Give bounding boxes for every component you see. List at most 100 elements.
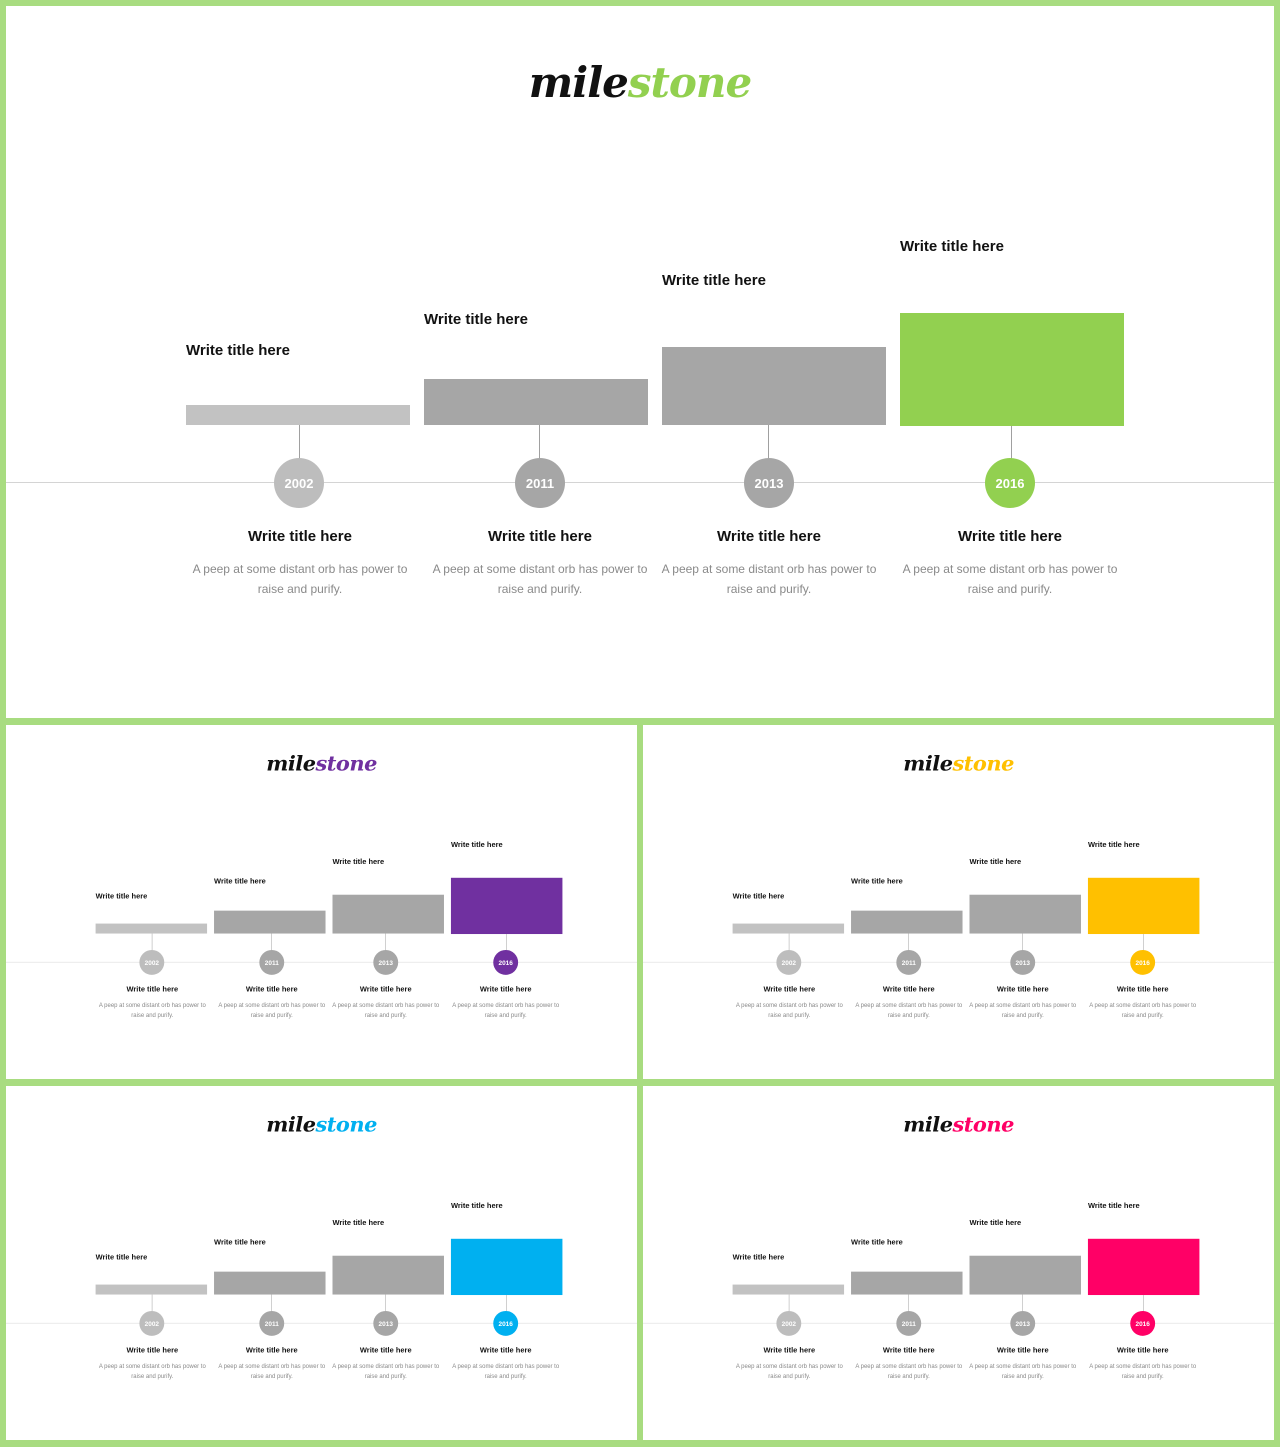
milestone-desc-2013: A peep at some distant orb has power to … — [332, 1001, 440, 1019]
bar-title-2002: Write title here — [186, 342, 290, 359]
year-circle-2011: 2011 — [515, 458, 565, 508]
milestone-desc-2016: A peep at some distant orb has power to … — [452, 1001, 560, 1019]
bar-title-2013: Write title here — [969, 1218, 1022, 1227]
milestone-desc-2013: A peep at some distant orb has power to … — [969, 1362, 1077, 1380]
milestone-title-2002: Write title here — [248, 528, 352, 545]
milestone-title-2002: Write title here — [763, 1345, 816, 1355]
year-circle-2002: 2002 — [776, 949, 802, 975]
bar-2011 — [424, 379, 648, 425]
milestone-desc-2011: A peep at some distant orb has power to … — [218, 1001, 326, 1019]
bar-2011 — [214, 910, 326, 934]
bar-title-2011: Write title here — [214, 1237, 266, 1247]
bar-title-2002: Write title here — [95, 1253, 148, 1262]
stem-2002 — [299, 425, 300, 459]
bar-2013 — [332, 1255, 444, 1295]
bar-title-2016: Write title here — [450, 840, 503, 849]
year-circle-2013: 2013 — [1010, 949, 1036, 975]
bar-title-2016: Write title here — [1087, 1201, 1140, 1210]
bar-title-2016: Write title here — [900, 238, 1004, 255]
milestone-title-2011: Write title here — [882, 1345, 935, 1355]
bar-title-2013: Write title here — [332, 1218, 385, 1227]
bar-title-2002: Write title here — [732, 1253, 785, 1262]
bar-2011 — [214, 1271, 326, 1295]
year-circle-2013: 2013 — [373, 949, 399, 975]
milestone-title-2016: Write title here — [1116, 984, 1169, 994]
year-circle-2016: 2016 — [493, 1310, 519, 1336]
milestone-title-2016: Write title here — [958, 528, 1062, 545]
bar-2002 — [732, 1284, 845, 1295]
milestone-desc-2011: A peep at some distant orb has power to … — [855, 1362, 963, 1380]
year-circle-2011: 2011 — [259, 1310, 285, 1336]
bar-title-2002: Write title here — [732, 892, 785, 901]
slide-thumbnail-yellow[interactable]: milestone Write title here 2002 Write ti… — [643, 725, 1274, 1079]
year-circle-2013: 2013 — [1010, 1310, 1036, 1336]
stem-2016 — [1011, 426, 1012, 459]
bar-2016 — [450, 877, 563, 935]
year-circle-2002: 2002 — [139, 1310, 165, 1336]
milestone-title-2016: Write title here — [1116, 1345, 1169, 1355]
milestone-title-2013: Write title here — [359, 984, 412, 994]
year-circle-2016: 2016 — [985, 458, 1035, 508]
milestone-desc-2002: A peep at some distant orb has power to … — [735, 1362, 843, 1380]
milestone-desc-2013: A peep at some distant orb has power to … — [969, 1001, 1077, 1019]
slide-main: milestone Write title here 2002 Write ti… — [6, 6, 1274, 718]
milestone-title-2013: Write title here — [359, 1345, 412, 1355]
milestone-logo: milestone — [903, 750, 1014, 776]
milestone-title-2011: Write title here — [882, 984, 935, 994]
slide-thumbnail-purple[interactable]: milestone Write title here 2002 Write ti… — [6, 725, 637, 1079]
bar-2016 — [900, 313, 1124, 426]
milestone-title-2016: Write title here — [479, 984, 532, 994]
bar-title-2013: Write title here — [332, 857, 385, 866]
milestone-desc-2011: A peep at some distant orb has power to … — [432, 562, 648, 596]
bar-title-2016: Write title here — [450, 1201, 503, 1210]
bar-2013 — [662, 347, 886, 425]
bar-2013 — [969, 894, 1081, 934]
milestone-desc-2002: A peep at some distant orb has power to … — [735, 1001, 843, 1019]
milestone-logo: milestone — [903, 1111, 1014, 1137]
year-circle-2002: 2002 — [776, 1310, 802, 1336]
slide-thumbnail-pink[interactable]: milestone Write title here 2002 Write ti… — [643, 1086, 1274, 1440]
year-circle-2002: 2002 — [274, 458, 324, 508]
bar-2016 — [450, 1238, 563, 1296]
milestone-desc-2016: A peep at some distant orb has power to … — [452, 1362, 560, 1380]
bar-title-2002: Write title here — [95, 892, 148, 901]
bar-title-2013: Write title here — [662, 272, 766, 289]
milestone-title-2002: Write title here — [126, 1345, 179, 1355]
milestone-desc-2016: A peep at some distant orb has power to … — [902, 562, 1118, 596]
bar-title-2011: Write title here — [214, 876, 266, 886]
bar-title-2016: Write title here — [1087, 840, 1140, 849]
bar-2002 — [95, 923, 208, 934]
milestone-desc-2013: A peep at some distant orb has power to … — [332, 1362, 440, 1380]
bar-title-2011: Write title here — [851, 876, 903, 886]
bar-title-2013: Write title here — [969, 857, 1022, 866]
slide-thumbnail-blue[interactable]: milestone Write title here 2002 Write ti… — [6, 1086, 637, 1440]
year-circle-2016: 2016 — [493, 949, 519, 975]
milestone-logo: milestone — [266, 1111, 377, 1137]
milestone-desc-2002: A peep at some distant orb has power to … — [98, 1362, 206, 1380]
stem-2011 — [539, 425, 540, 459]
milestone-logo: milestone — [266, 750, 377, 776]
milestone-title-2016: Write title here — [479, 1345, 532, 1355]
milestone-title-2002: Write title here — [763, 984, 816, 994]
year-circle-2002: 2002 — [139, 949, 165, 975]
bar-2013 — [332, 894, 444, 934]
milestone-title-2013: Write title here — [717, 528, 821, 545]
milestone-logo: milestone — [528, 58, 752, 107]
milestone-desc-2013: A peep at some distant orb has power to … — [661, 562, 877, 596]
year-circle-2011: 2011 — [896, 1310, 922, 1336]
bar-2002 — [95, 1284, 208, 1295]
year-circle-2013: 2013 — [744, 458, 794, 508]
bar-title-2011: Write title here — [424, 311, 528, 328]
bar-2002 — [732, 923, 845, 934]
milestone-desc-2011: A peep at some distant orb has power to … — [855, 1001, 963, 1019]
milestone-title-2013: Write title here — [996, 984, 1049, 994]
bar-2011 — [851, 910, 963, 934]
stem-2013 — [768, 425, 769, 459]
milestone-title-2002: Write title here — [126, 984, 179, 994]
year-circle-2011: 2011 — [259, 949, 285, 975]
bar-2013 — [969, 1255, 1081, 1295]
milestone-desc-2011: A peep at some distant orb has power to … — [218, 1362, 326, 1380]
bar-2016 — [1087, 877, 1200, 935]
bar-2011 — [851, 1271, 963, 1295]
milestone-desc-2016: A peep at some distant orb has power to … — [1089, 1362, 1197, 1380]
